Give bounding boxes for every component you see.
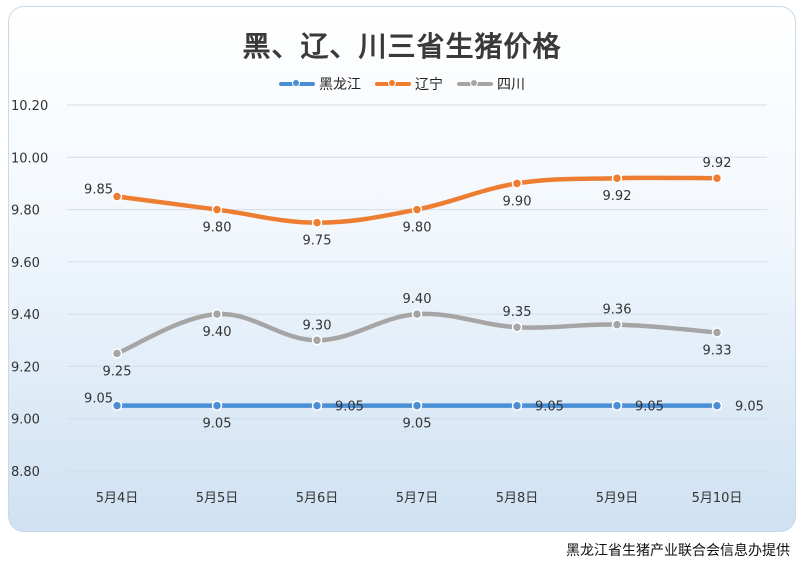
y-tick-label: 9.40 [11, 308, 40, 323]
data-point-sichuan [611, 319, 623, 330]
data-label-liaoning: 9.75 [303, 234, 332, 249]
data-point-liaoning [411, 204, 423, 215]
legend: 黑龙江 辽宁 四川 [9, 74, 795, 94]
data-point-liaoning [111, 191, 123, 202]
data-point-liaoning [711, 172, 723, 184]
x-tick-label: 5月10日 [692, 491, 743, 506]
x-tick-label: 5月7日 [396, 491, 439, 506]
chart-plot: 10.20 10.00 9.80 9.60 9.40 9.20 9.00 8.80 5月4日 5月… [11, 99, 767, 506]
data-point-liaoning [311, 217, 323, 228]
data-label-heilongjiang: 9.05 [735, 400, 764, 415]
legend-item-heilongjiang: 黑龙江 [279, 74, 361, 94]
source-note: 黑龙江省生猪产业联合会信息办提供 [566, 543, 790, 559]
data-label-liaoning: 9.92 [603, 189, 632, 204]
data-label-sichuan: 9.33 [703, 343, 732, 358]
data-label-heilongjiang: 9.05 [203, 417, 232, 432]
data-label-heilongjiang: 9.05 [403, 417, 432, 432]
data-label-liaoning: 9.92 [703, 156, 732, 171]
data-point-heilongjiang [711, 400, 723, 411]
data-point-heilongjiang [111, 400, 123, 411]
data-point-sichuan [311, 335, 323, 346]
data-point-sichuan [511, 321, 523, 333]
y-tick-label: 9.00 [11, 413, 40, 428]
data-label-liaoning: 9.90 [503, 194, 532, 209]
data-point-liaoning [611, 172, 623, 184]
x-tick-label: 5月9日 [596, 491, 639, 506]
data-label-sichuan: 9.35 [503, 305, 532, 320]
chart-panel: 10.20 10.00 9.80 9.60 9.40 9.20 9.00 8.80 5月4日 5月… [8, 6, 796, 532]
data-label-heilongjiang: 9.05 [84, 392, 113, 407]
legend-label-sichuan: 四川 [497, 77, 525, 93]
data-point-sichuan [411, 308, 423, 320]
data-point-heilongjiang [411, 400, 423, 411]
x-tick-label: 5月8日 [496, 491, 539, 506]
legend-item-liaoning: 辽宁 [375, 74, 443, 94]
legend-item-sichuan: 四川 [457, 74, 525, 94]
data-label-heilongjiang: 9.05 [335, 400, 364, 415]
x-tick-label: 5月4日 [96, 491, 139, 506]
legend-label-liaoning: 辽宁 [415, 77, 443, 93]
data-point-sichuan [211, 308, 223, 320]
legend-label-heilongjiang: 黑龙江 [319, 77, 361, 93]
data-label-sichuan: 9.25 [103, 364, 132, 379]
y-tick-label: 9.60 [11, 256, 40, 271]
data-point-liaoning [511, 178, 523, 189]
data-label-liaoning: 9.80 [203, 221, 232, 236]
data-label-sichuan: 9.30 [303, 318, 332, 333]
data-label-liaoning: 9.85 [84, 183, 113, 198]
legend-swatch-heilongjiang [279, 79, 315, 87]
data-label-sichuan: 9.40 [203, 325, 232, 340]
y-tick-label: 10.00 [11, 151, 48, 166]
data-label-sichuan: 9.36 [603, 303, 632, 318]
y-tick-label: 10.20 [11, 99, 48, 114]
y-tick-label: 9.80 [11, 204, 40, 219]
data-point-liaoning [211, 204, 223, 215]
x-tick-label: 5月6日 [296, 491, 339, 506]
y-tick-label: 9.20 [11, 360, 40, 375]
legend-swatch-liaoning [375, 79, 411, 87]
data-label-sichuan: 9.40 [403, 292, 432, 307]
data-point-heilongjiang [511, 400, 523, 411]
data-label-liaoning: 9.80 [403, 221, 432, 236]
data-label-heilongjiang: 9.05 [535, 400, 564, 415]
x-tick-label: 5月5日 [196, 491, 239, 506]
legend-swatch-sichuan [457, 79, 493, 87]
chart-title: 黑、辽、川三省生猪价格 [242, 30, 562, 63]
data-point-sichuan [111, 348, 123, 359]
data-point-heilongjiang [311, 400, 323, 411]
data-label-heilongjiang: 9.05 [635, 400, 664, 415]
data-point-heilongjiang [611, 400, 623, 411]
data-point-sichuan [711, 327, 723, 338]
data-point-heilongjiang [211, 400, 223, 411]
y-tick-label: 8.80 [11, 465, 40, 480]
